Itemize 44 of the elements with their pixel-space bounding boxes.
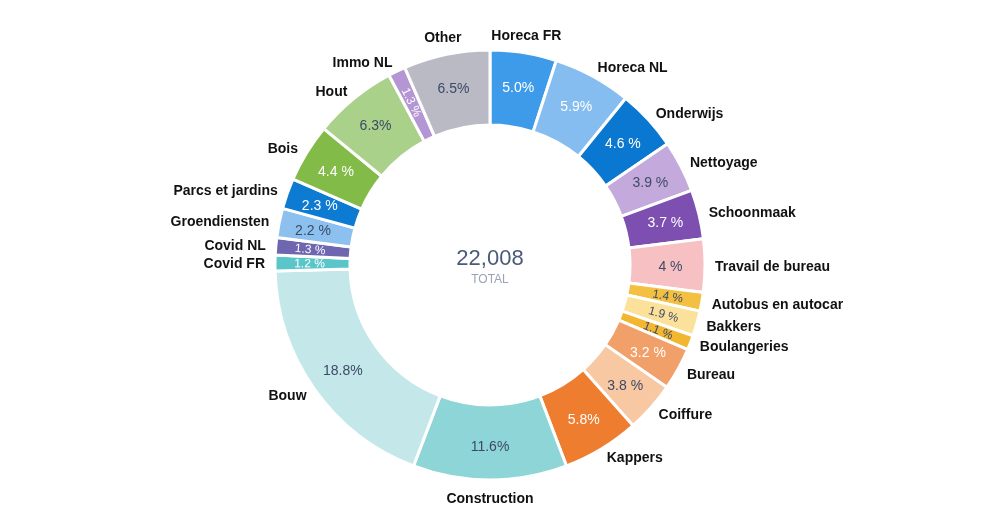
- slice-label: Nettoyage: [689, 153, 758, 170]
- data-label: 3.8 %: [607, 376, 644, 393]
- text: 22,008: [456, 244, 524, 270]
- data-label: 2.2 %: [295, 221, 331, 238]
- data-label: 3.9 %: [632, 174, 669, 191]
- data-label: 2.3 %: [301, 197, 338, 214]
- data-label: 6.5%: [437, 80, 470, 97]
- slice-label: Hout: [315, 82, 348, 99]
- data-label: 1.2 %: [294, 256, 326, 271]
- slice-label: Coiffure: [658, 406, 713, 423]
- slice-label: Autobus en autocar: [711, 295, 844, 312]
- data-label: 3.7 %: [647, 214, 684, 231]
- data-label: 4.6 %: [605, 134, 641, 151]
- data-label: 1.3 %: [294, 240, 327, 258]
- slice-label: Travail de bureau: [715, 257, 831, 274]
- data-label: 4.4 %: [318, 162, 354, 179]
- slice-label: Bureau: [686, 365, 736, 382]
- data-label: 11.6%: [470, 437, 510, 454]
- slice-label: Onderwijs: [655, 104, 724, 121]
- slice-label: Parcs et jardins: [173, 182, 278, 199]
- slice-label: Covid FR: [203, 254, 266, 271]
- slice-label: Construction: [446, 490, 534, 506]
- slice-label: Kappers: [606, 449, 663, 466]
- slice-label: Groendiensten: [170, 212, 270, 229]
- slice-label: Bakkers: [706, 318, 762, 335]
- slice-label: Horeca FR: [491, 26, 562, 43]
- slice-label: Schoonmaak: [708, 203, 796, 220]
- data-label: 5.9%: [560, 98, 593, 115]
- data-label: 1.3 %: [398, 85, 425, 120]
- slice-label: Covid NL: [204, 237, 267, 254]
- data-label: 5.8%: [567, 411, 600, 428]
- slice-label: Bois: [267, 139, 299, 156]
- data-label: 6.3%: [359, 117, 392, 134]
- slice-label: Horeca NL: [597, 59, 669, 76]
- data-label: 4 %: [658, 257, 683, 274]
- data-label: 5.0%: [502, 78, 535, 95]
- data-label: 18.8%: [323, 361, 363, 378]
- slice-label: Other: [424, 28, 463, 45]
- data-label: 1.4 %: [651, 286, 685, 306]
- slice-label: Bouw: [268, 387, 307, 404]
- slice-label: Immo NL: [332, 54, 393, 71]
- data-label: 3.2 %: [630, 344, 666, 361]
- text: TOTAL: [471, 272, 510, 286]
- slice-label: Boulangeries: [699, 338, 789, 355]
